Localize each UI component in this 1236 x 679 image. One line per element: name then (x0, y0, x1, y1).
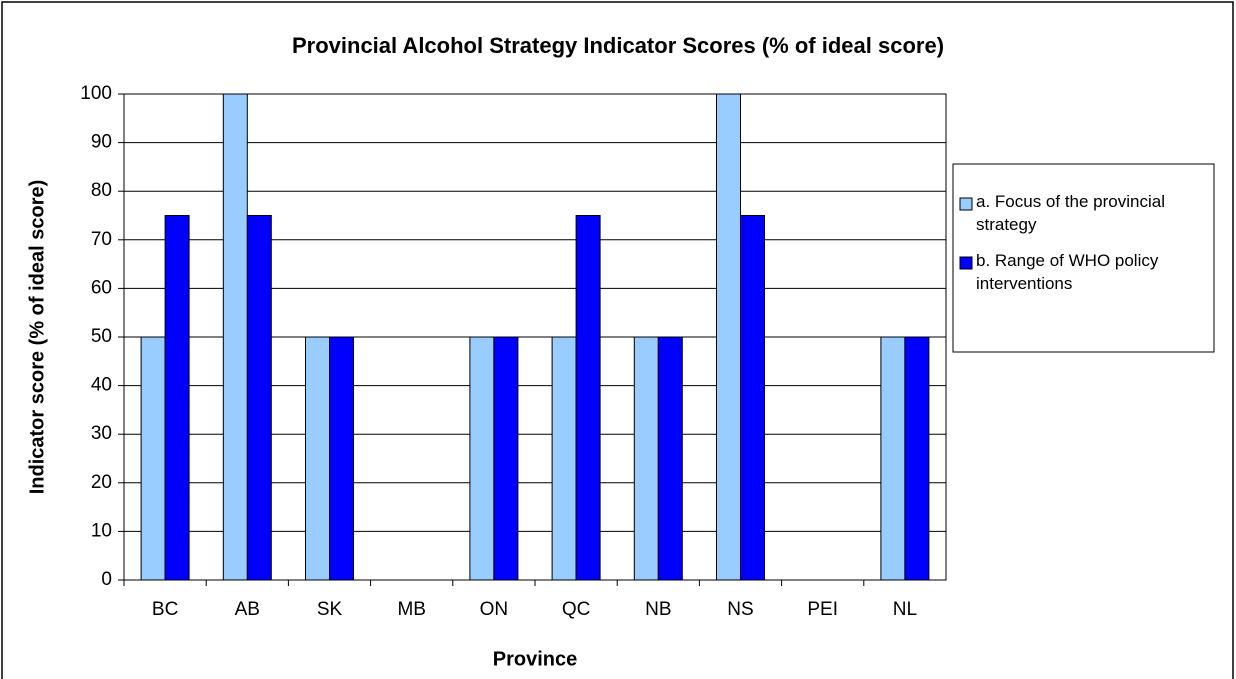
x-tick-label: ON (480, 599, 509, 620)
legend-label: b. Range of WHO policy interventions (976, 251, 1159, 293)
bar (305, 336, 330, 581)
legend-swatch (959, 256, 973, 270)
y-tick-label: 60 (91, 277, 112, 298)
y-tick-label: 90 (91, 132, 112, 153)
y-tick-label: 80 (91, 180, 112, 201)
bar (329, 336, 354, 581)
x-tick-label: AB (235, 599, 260, 620)
y-tick-label: 70 (91, 229, 112, 250)
y-tick-label: 50 (91, 326, 112, 347)
y-tick-label: 0 (101, 569, 112, 590)
bar (222, 93, 248, 581)
bar (657, 336, 683, 581)
x-tick-label: NB (645, 599, 671, 620)
x-tick-label: SK (317, 599, 343, 620)
bar (551, 336, 577, 581)
bar (716, 93, 741, 581)
y-tick-label: 30 (91, 423, 112, 444)
legend-label: a. Focus of the provincial strategy (976, 192, 1165, 234)
bar (140, 336, 166, 581)
x-tick-label: NS (727, 599, 753, 620)
bar (880, 336, 906, 581)
x-tick-label: MB (397, 599, 426, 620)
legend-box (952, 163, 1215, 353)
bar (740, 215, 765, 581)
x-tick-label: NL (893, 599, 917, 620)
y-axis-label: Indicator score (% of ideal score) (26, 180, 48, 495)
y-tick-label: 10 (91, 520, 112, 541)
bar (469, 336, 495, 581)
y-tick-label: 20 (91, 472, 112, 493)
bar (246, 215, 272, 581)
legend-entry: a. Focus of the provincial strategy (976, 192, 1165, 234)
x-axis-label: Province (493, 648, 577, 670)
bar (493, 336, 519, 581)
x-tick-label: PEI (807, 599, 838, 620)
chart-title: Provincial Alcohol Strategy Indicator Sc… (292, 33, 944, 58)
bar (575, 215, 601, 581)
bar (164, 215, 190, 581)
y-tick-label: 100 (80, 83, 112, 104)
legend-swatch (959, 197, 973, 211)
bar (633, 336, 659, 581)
y-tick-label: 40 (91, 375, 112, 396)
x-tick-label: BC (152, 599, 178, 620)
x-tick-label: QC (562, 599, 591, 620)
bar (904, 336, 930, 581)
legend-entry: b. Range of WHO policy interventions (976, 251, 1159, 293)
